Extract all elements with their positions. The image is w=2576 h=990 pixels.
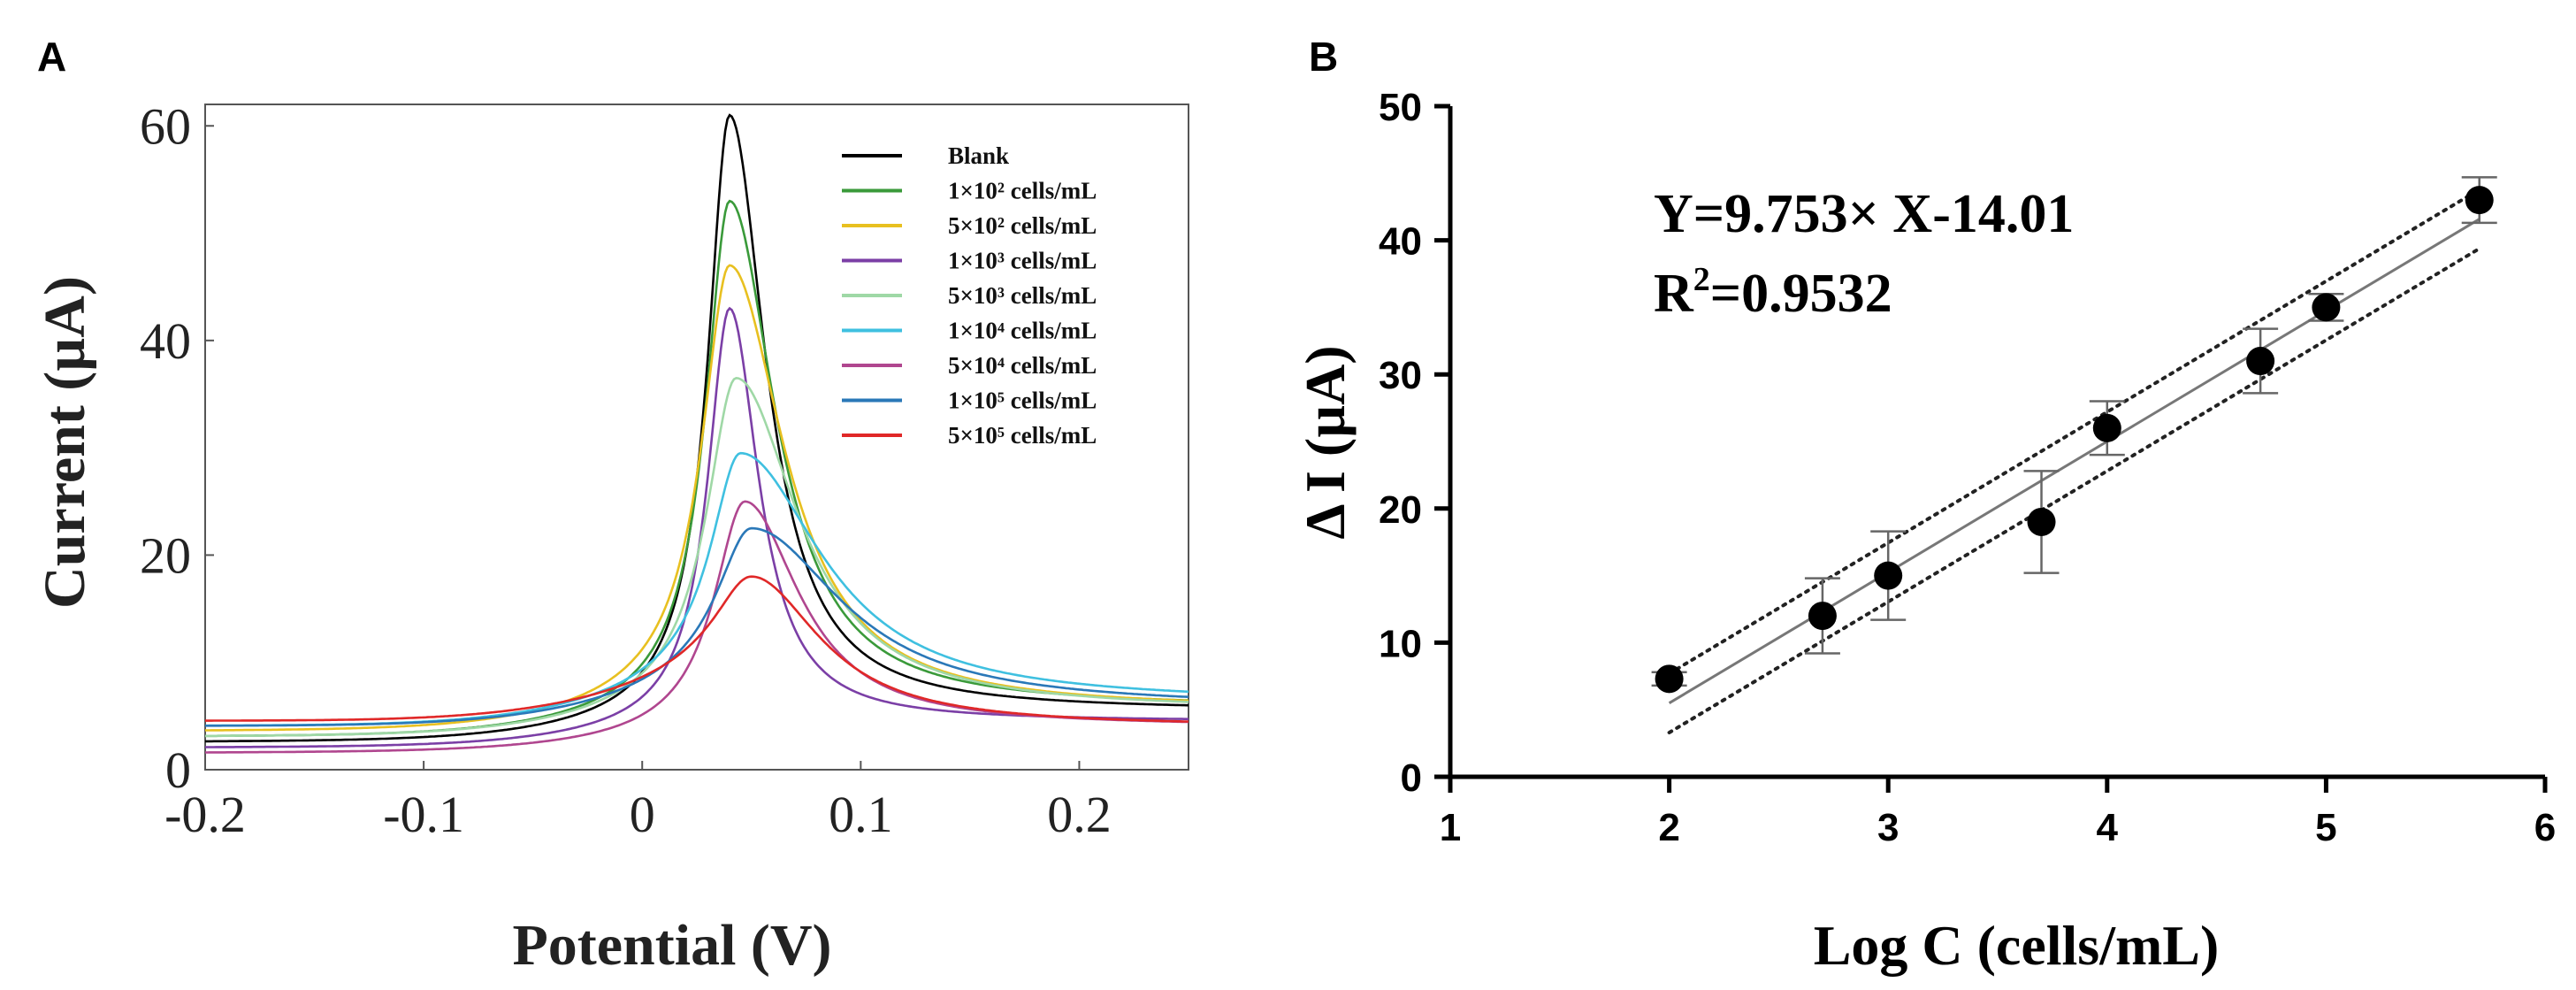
panel-b-data-point <box>2246 347 2275 376</box>
panel-a-xtick-label: -0.2 <box>164 786 246 843</box>
panel-a-xtick-label: 0.2 <box>1047 786 1112 843</box>
panel-a-frame <box>204 104 1189 771</box>
panel-b-xlabel: Log C (cells/mL) <box>1814 914 2220 977</box>
panel-a-ytick-label: 0 <box>165 741 191 799</box>
panel-a-legend-label: 1×10⁴ cells/mL <box>948 318 1097 344</box>
panel-b-label: B <box>1309 34 1338 80</box>
panel-b-fit <box>1667 188 2481 735</box>
panel-a-legend-label: 1×10³ cells/mL <box>948 248 1097 274</box>
panel-a-legend-label: 1×10² cells/mL <box>948 178 1097 204</box>
panel-b-r2: R2=0.9532 <box>1654 261 1892 324</box>
panel-b-ytick-label: 40 <box>1379 220 1422 264</box>
panel-a-chart: -0.2 -0.1 0 0.1 0.2 0 20 40 60 Blank 1×10² cells/… <box>33 97 1189 978</box>
panel-b-data-point <box>1808 602 1837 631</box>
panel-a-ytick-label: 20 <box>140 526 191 584</box>
panel-b-ticks: 1 2 3 4 5 6 0 10 20 30 40 50 <box>1379 86 2556 849</box>
panel-b-ytick-label: 50 <box>1379 86 1422 129</box>
panel-a-ylabel: Current (µA) <box>33 276 97 609</box>
panel-b-ytick-label: 20 <box>1379 488 1422 532</box>
panel-a-ticks: -0.2 -0.1 0 0.1 0.2 0 20 40 60 <box>140 97 1112 843</box>
panel-b-ylabel: Δ I (µA) <box>1294 345 1357 539</box>
panel-b-data-point <box>2027 507 2056 536</box>
panel-a-legend: Blank 1×10² cells/mL 5×10² cells/mL 1×10³ c… <box>842 142 1097 449</box>
panel-b-xtick-label: 4 <box>2097 806 2119 849</box>
panel-b-xtick-label: 6 <box>2534 806 2556 849</box>
panel-b-lower-band <box>1667 246 2481 735</box>
panel-b-xtick-label: 3 <box>1877 806 1899 849</box>
panel-b-ytick-label: 0 <box>1401 756 1422 800</box>
panel-b-xtick-label: 5 <box>2315 806 2336 849</box>
panel-b-r2-value: =0.9532 <box>1710 264 1892 324</box>
panel-a-legend-label: Blank <box>948 142 1009 169</box>
panel-a-xtick-label: -0.1 <box>383 786 464 843</box>
panel-a-legend-label: 5×10³ cells/mL <box>948 282 1097 309</box>
panel-a-legend-label: 5×10² cells/mL <box>948 212 1097 239</box>
panel-b-ytick-label: 30 <box>1379 354 1422 397</box>
panel-b-r2-sup: 2 <box>1693 261 1710 298</box>
panel-a-series-line <box>205 526 1189 727</box>
panel-b-xtick-label: 1 <box>1440 806 1461 849</box>
panel-b-data-point <box>2465 186 2494 215</box>
panel-b-fit-line <box>1668 218 2480 704</box>
panel-a-label: A <box>37 34 66 80</box>
panel-b-points <box>1651 176 2497 694</box>
panel-a-xlabel: Potential (V) <box>512 913 831 978</box>
panel-a-legend-label: 5×10⁵ cells/mL <box>948 422 1097 449</box>
panel-a-xtick-label: 0.1 <box>829 786 893 843</box>
panel-b-data-point <box>2092 413 2121 442</box>
panel-a-curves <box>204 113 1189 754</box>
panel-a-xtick-label: 0 <box>630 786 655 843</box>
panel-b-ytick-label: 10 <box>1379 622 1422 665</box>
panel-a-ytick-label: 60 <box>140 97 191 155</box>
panel-b-data-point <box>1874 561 1903 590</box>
panel-b-xtick-label: 2 <box>1658 806 1679 849</box>
panel-b-data-point <box>2312 293 2341 322</box>
panel-b-data-point <box>1655 664 1684 694</box>
panel-a-legend-label: 5×10⁴ cells/mL <box>948 352 1097 379</box>
panel-b-r2-label: R <box>1654 264 1694 324</box>
panel-a-ytick-label: 40 <box>140 312 191 370</box>
panel-a-series-line <box>205 264 1189 732</box>
panel-b-upper-band <box>1667 188 2481 676</box>
panel-a-series-line <box>204 376 1189 738</box>
panel-a-legend-label: 1×10⁵ cells/mL <box>948 388 1097 414</box>
panel-a-series-line <box>205 575 1189 723</box>
panel-b-equation: Y=9.753× X-14.01 <box>1654 184 2074 244</box>
